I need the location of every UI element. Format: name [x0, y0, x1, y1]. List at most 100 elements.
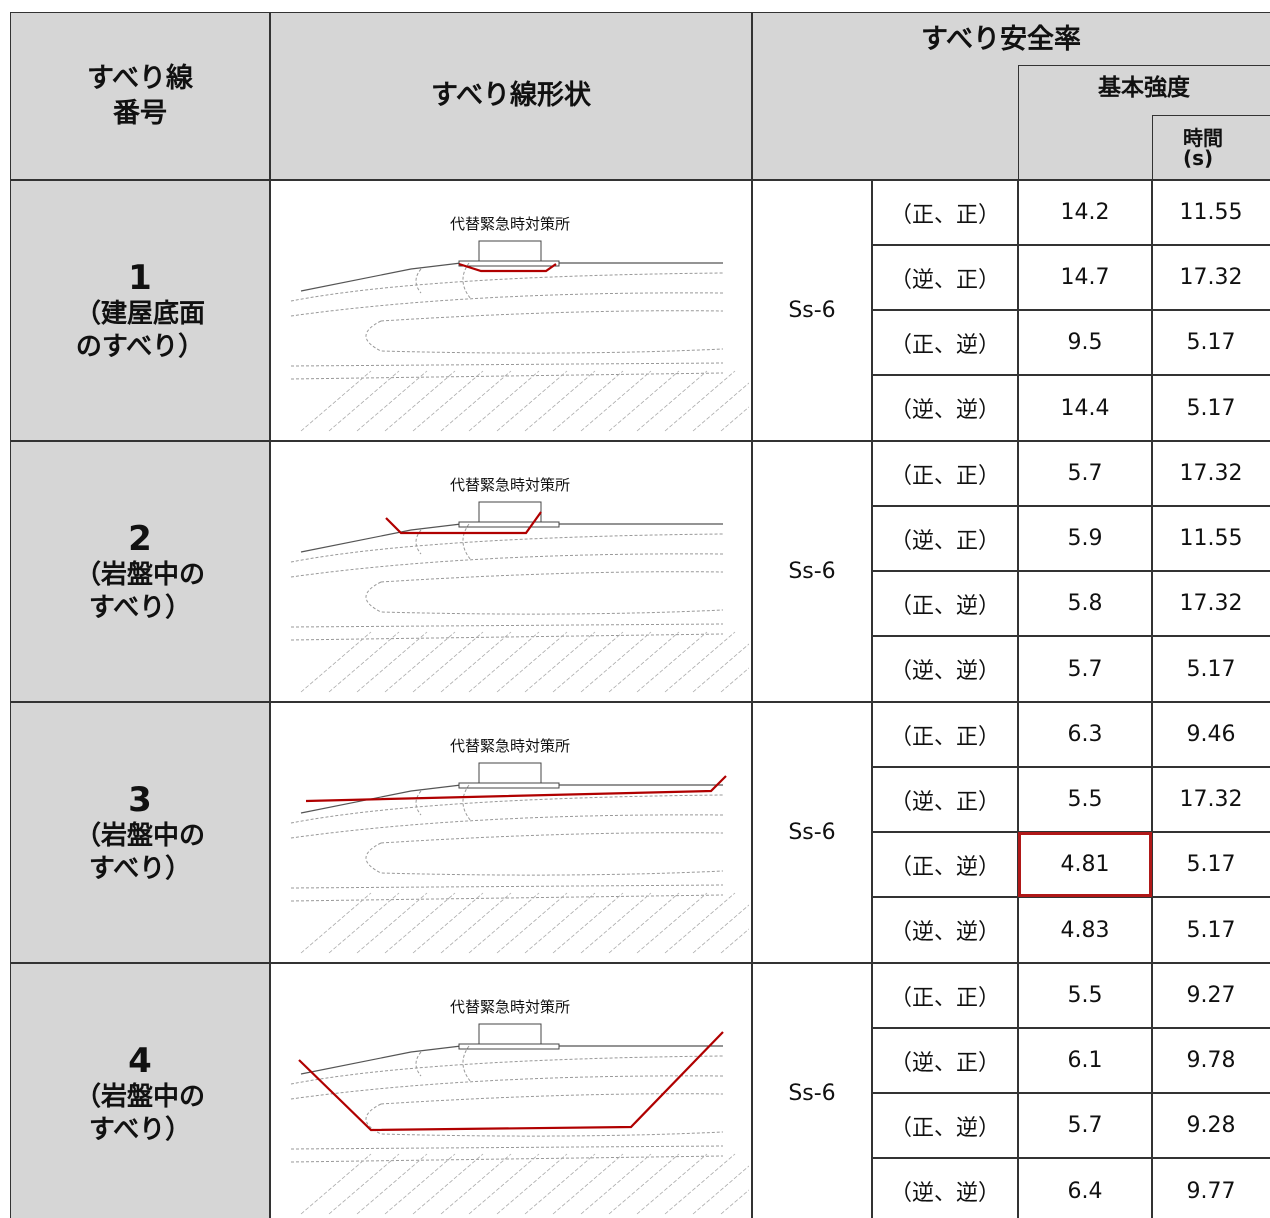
safety-factor-cell: 5.9 [1018, 506, 1152, 571]
diagram-shape [365, 842, 724, 876]
group-description: （岩盤中の [74, 821, 205, 852]
diagram-shape [385, 511, 542, 535]
safety-factor: 9.5 [1067, 330, 1103, 355]
diagram-shape [384, 631, 456, 693]
header-text: 番号 [113, 98, 167, 129]
diagram-shape [415, 268, 422, 294]
time-cell: 17.32 [1152, 571, 1270, 636]
case: （逆、正） [889, 528, 1000, 554]
time: 11.55 [1179, 526, 1243, 551]
wave-cell: Ss-6 [752, 702, 872, 963]
diagram-shape [365, 320, 724, 354]
diagram-shape [328, 1153, 400, 1215]
diagram-shape [290, 533, 724, 563]
diagram-shape [290, 633, 724, 641]
diagram-shape [412, 370, 484, 432]
header-text: すべり線 [86, 62, 194, 94]
diagram-shape [552, 892, 624, 954]
diagram-shape [380, 571, 724, 583]
safety-factor-cell: 14.4 [1018, 375, 1152, 441]
diagram-shape [664, 1153, 736, 1215]
diagram-shape [664, 631, 736, 693]
case-cell: （逆、正） [872, 506, 1018, 571]
time: 9.78 [1186, 1048, 1236, 1073]
diagram-shape [380, 310, 724, 322]
diagram-shape [478, 240, 542, 264]
diagram-shape [300, 523, 723, 553]
safety-factor: 14.7 [1060, 265, 1110, 290]
time-cell: 5.17 [1152, 310, 1270, 375]
time-cell: 9.27 [1152, 963, 1270, 1028]
diagram-shape [380, 832, 724, 844]
time-cell: 9.46 [1152, 702, 1270, 767]
diagram-shape [496, 370, 568, 432]
diagram-shape [290, 794, 724, 824]
diagram-cell: 代替緊急時対策所 [270, 963, 752, 1218]
time-cell: 9.77 [1152, 1158, 1270, 1218]
time-cell: 5.17 [1152, 636, 1270, 702]
diagram-shape [290, 1145, 724, 1150]
diagram-shape [462, 523, 472, 561]
diagram-shape [458, 521, 560, 528]
diagram-shape [468, 1153, 540, 1215]
time-cell: 5.17 [1152, 832, 1270, 897]
diagram-cell: 代替緊急時対策所 [270, 702, 752, 963]
diagram-shape [496, 892, 568, 954]
slip-diagram [290, 501, 749, 693]
diagram-shape [300, 784, 723, 814]
safety-factor: 4.83 [1060, 917, 1110, 943]
case: （正、正） [889, 985, 1000, 1011]
diagram-shape [415, 1051, 422, 1077]
diagram-shape [636, 631, 708, 693]
time-cell: 9.28 [1152, 1093, 1270, 1158]
time: 5.17 [1186, 395, 1236, 421]
diagram-shape [305, 775, 727, 803]
safety-factor-cell: 9.5 [1018, 310, 1152, 375]
time-cell: 11.55 [1152, 180, 1270, 245]
safety-factor-cell: 5.7 [1018, 636, 1152, 702]
time-cell: 17.32 [1152, 767, 1270, 832]
safety-factor-cell: 5.7 [1018, 1093, 1152, 1158]
diagram-shape [412, 892, 484, 954]
diagram-shape [300, 892, 372, 954]
diagram-shape [524, 631, 596, 693]
safety-factor-cell: 6.3 [1018, 702, 1152, 767]
safety-factor-cell: 5.5 [1018, 963, 1152, 1028]
safety-factor-cell: 14.7 [1018, 245, 1152, 310]
case: （逆、逆） [889, 920, 1000, 945]
time: 9.28 [1186, 1113, 1236, 1138]
diagram-shape [380, 1093, 724, 1105]
case: （逆、逆） [889, 398, 1000, 423]
safety-factor: 5.7 [1067, 656, 1103, 682]
header-text: すべり線形状 [430, 80, 592, 112]
safety-factor: 14.2 [1060, 200, 1110, 225]
diagram-cell: 代替緊急時対策所 [270, 441, 752, 702]
wave: Ss-6 [788, 1081, 836, 1106]
case-cell: （正、逆） [872, 571, 1018, 636]
safety-factor: 5.7 [1067, 1113, 1103, 1138]
diagram-shape [440, 892, 512, 954]
time: 9.27 [1186, 983, 1236, 1008]
diagram-shape [664, 370, 736, 432]
diagram-shape [580, 892, 652, 954]
case: （正、逆） [889, 854, 1000, 880]
diagram-shape [552, 370, 624, 432]
diagram-shape [720, 406, 749, 432]
diagram-shape [468, 370, 540, 432]
wave-cell: Ss-6 [752, 441, 872, 702]
case-cell: （逆、逆） [872, 897, 1018, 963]
group-description: すべり） [88, 592, 192, 623]
group-number: 1 [128, 257, 152, 298]
diagram-shape [692, 382, 749, 432]
time: 17.32 [1179, 591, 1243, 616]
diagram-shape [720, 1189, 749, 1215]
header-safety-title: すべり安全率 [752, 12, 1270, 67]
diagram-shape [636, 892, 708, 954]
header-number: すべり線 番号 [10, 12, 270, 180]
diagram-shape [462, 262, 472, 300]
case-cell: （正、正） [872, 441, 1018, 506]
diagram-shape [328, 631, 400, 693]
diagram-shape [300, 631, 372, 693]
slip-diagram [290, 240, 749, 432]
slip-diagram [290, 762, 749, 954]
